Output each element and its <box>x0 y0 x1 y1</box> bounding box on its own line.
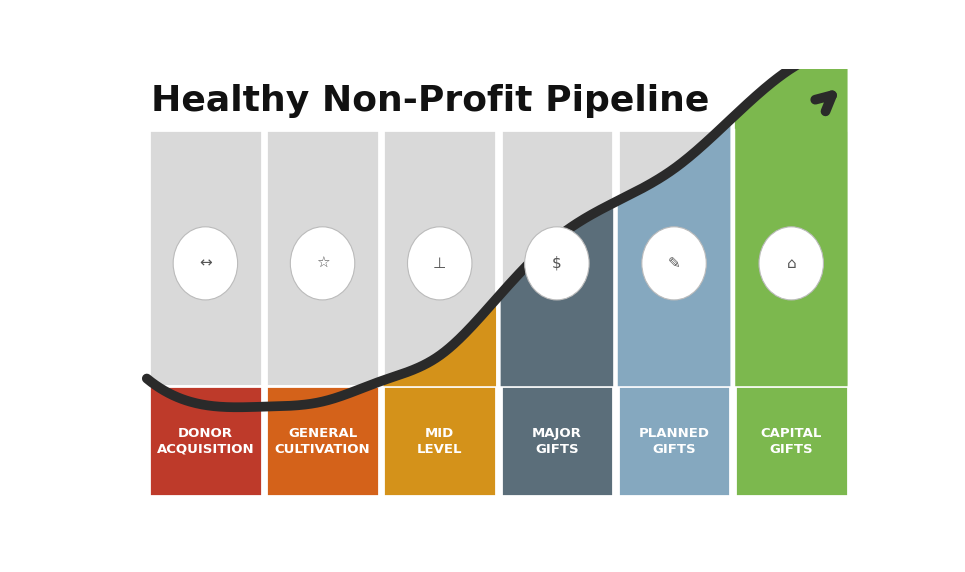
Text: ☆: ☆ <box>316 256 329 271</box>
Bar <box>735 386 847 496</box>
Polygon shape <box>501 203 613 386</box>
Polygon shape <box>266 382 379 386</box>
Text: ↔: ↔ <box>199 256 211 271</box>
Polygon shape <box>735 51 847 386</box>
Bar <box>383 130 496 386</box>
Text: CAPITAL
GIFTS: CAPITAL GIFTS <box>760 427 822 455</box>
Text: ⌂: ⌂ <box>786 256 796 271</box>
Bar <box>735 130 847 386</box>
Polygon shape <box>149 380 262 386</box>
Polygon shape <box>383 299 496 386</box>
Bar <box>618 386 731 496</box>
Bar <box>149 130 262 386</box>
Bar <box>501 130 613 386</box>
Text: DONOR
ACQUISITION: DONOR ACQUISITION <box>156 427 254 455</box>
Ellipse shape <box>407 227 472 300</box>
Text: MAJOR
GIFTS: MAJOR GIFTS <box>532 427 582 455</box>
Text: GENERAL
CULTIVATION: GENERAL CULTIVATION <box>275 427 371 455</box>
Text: ✎: ✎ <box>668 256 680 271</box>
Bar <box>149 386 262 496</box>
Polygon shape <box>618 120 731 386</box>
Ellipse shape <box>525 227 589 300</box>
Ellipse shape <box>759 227 823 300</box>
Text: MID
LEVEL: MID LEVEL <box>417 427 462 455</box>
Ellipse shape <box>642 227 706 300</box>
Text: $: $ <box>552 256 562 271</box>
Bar <box>266 386 379 496</box>
Text: Healthy Non-Profit Pipeline: Healthy Non-Profit Pipeline <box>151 84 709 118</box>
Text: ⊥: ⊥ <box>433 256 447 271</box>
Bar <box>383 386 496 496</box>
Bar <box>618 130 731 386</box>
Text: PLANNED
GIFTS: PLANNED GIFTS <box>639 427 709 455</box>
Ellipse shape <box>173 227 237 300</box>
Ellipse shape <box>290 227 355 300</box>
Bar <box>266 130 379 386</box>
Bar <box>501 386 613 496</box>
